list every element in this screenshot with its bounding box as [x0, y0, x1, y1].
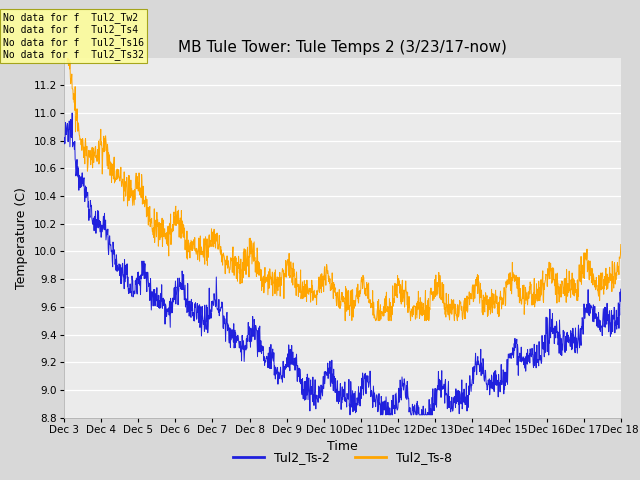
Title: MB Tule Tower: Tule Temps 2 (3/23/17-now): MB Tule Tower: Tule Temps 2 (3/23/17-now… — [178, 40, 507, 55]
Y-axis label: Temperature (C): Temperature (C) — [15, 187, 28, 288]
X-axis label: Time: Time — [327, 440, 358, 453]
Text: No data for f  Tul2_Tw2
No data for f  Tul2_Ts4
No data for f  Tul2_Ts16
No data: No data for f Tul2_Tw2 No data for f Tul… — [3, 12, 144, 60]
Legend: Tul2_Ts-2, Tul2_Ts-8: Tul2_Ts-2, Tul2_Ts-8 — [228, 446, 457, 469]
